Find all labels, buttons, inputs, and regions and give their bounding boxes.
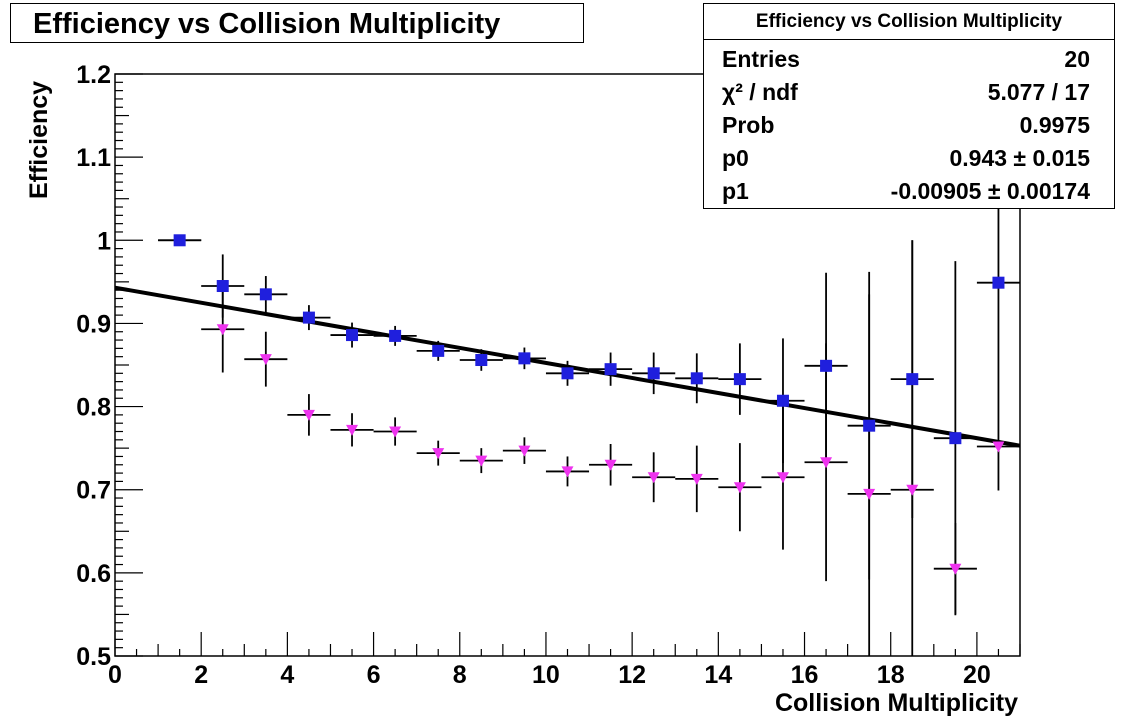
square-marker bbox=[346, 329, 359, 342]
y-axis-label: Efficiency bbox=[25, 81, 53, 199]
square-marker bbox=[992, 276, 1005, 289]
x-tick-label: 2 bbox=[194, 661, 208, 689]
triangle-marker bbox=[863, 488, 876, 500]
axes: 0 2 4 6 8 10 12 14 16 18 20 0.5 0.6 0.7 0.8 0.9 1 1.1 1.2 bbox=[76, 61, 1021, 689]
triangle-marker bbox=[389, 426, 402, 438]
triangle-marker bbox=[949, 563, 962, 575]
y-tick-label: 1.2 bbox=[76, 61, 111, 89]
triangle-marker bbox=[647, 472, 660, 484]
stats-value: 20 bbox=[1064, 46, 1090, 72]
triangle-marker bbox=[820, 457, 833, 469]
triangle-marker bbox=[259, 354, 272, 366]
square-marker bbox=[216, 280, 229, 293]
square-marker bbox=[259, 288, 272, 301]
fit-line bbox=[114, 285, 1021, 448]
x-tick-label: 14 bbox=[704, 661, 732, 689]
stats-label: χ² / ndf bbox=[722, 79, 798, 105]
triangle-marker bbox=[475, 455, 488, 467]
stats-label: p1 bbox=[722, 178, 749, 204]
square-marker bbox=[776, 394, 789, 407]
stats-label: Entries bbox=[722, 46, 800, 72]
chart-title: Efficiency vs Collision Multiplicity bbox=[10, 3, 584, 43]
stats-row-entries: Entries 20 bbox=[704, 40, 1114, 73]
square-marker bbox=[389, 329, 402, 342]
y-tick-label: 1.1 bbox=[76, 144, 111, 172]
triangle-marker bbox=[776, 472, 789, 484]
triangle-marker bbox=[216, 324, 229, 336]
stats-value: 0.9975 bbox=[1019, 112, 1090, 138]
x-axis-label: Collision Multiplicity bbox=[775, 689, 1018, 717]
x-tick-label: 8 bbox=[453, 661, 467, 689]
square-marker bbox=[906, 373, 919, 386]
square-marker bbox=[302, 311, 315, 324]
stats-row-prob: Prob 0.9975 bbox=[704, 106, 1114, 139]
triangle-marker bbox=[346, 424, 359, 436]
triangle-marker bbox=[604, 459, 617, 471]
data-markers bbox=[173, 234, 1005, 575]
y-tick-label: 0.9 bbox=[76, 310, 111, 338]
x-tick-label: 18 bbox=[877, 661, 905, 689]
triangle-marker bbox=[518, 445, 531, 457]
stats-row-p1: p1 -0.00905 ± 0.00174 bbox=[704, 172, 1114, 205]
y-tick-label: 0.8 bbox=[76, 394, 111, 422]
stats-title: Efficiency vs Collision Multiplicity bbox=[704, 4, 1114, 40]
x-tick-label: 12 bbox=[618, 661, 646, 689]
y-tick-label: 0.6 bbox=[76, 560, 111, 588]
x-tick-label: 6 bbox=[367, 661, 381, 689]
x-tick-label: 20 bbox=[963, 661, 991, 689]
stats-value: -0.00905 ± 0.00174 bbox=[890, 178, 1090, 204]
square-marker bbox=[604, 363, 617, 376]
stats-label: Prob bbox=[722, 112, 775, 138]
square-marker bbox=[647, 367, 660, 380]
triangle-marker bbox=[992, 441, 1005, 453]
y-tick-label: 0.5 bbox=[76, 643, 111, 671]
square-marker bbox=[690, 372, 703, 385]
square-marker bbox=[475, 354, 488, 367]
y-tick-label: 1 bbox=[97, 227, 111, 255]
square-marker bbox=[863, 419, 876, 432]
x-tick-label: 10 bbox=[532, 661, 560, 689]
square-marker bbox=[733, 373, 746, 386]
square-marker bbox=[949, 432, 962, 445]
square-marker bbox=[518, 352, 531, 365]
stats-value: 5.077 / 17 bbox=[987, 79, 1090, 105]
triangle-marker bbox=[906, 484, 919, 496]
triangle-marker bbox=[733, 482, 746, 494]
triangle-marker bbox=[432, 448, 445, 460]
triangle-marker bbox=[561, 466, 574, 478]
square-marker bbox=[561, 367, 574, 380]
y-tick-label: 0.7 bbox=[76, 477, 111, 505]
triangle-marker bbox=[302, 409, 315, 421]
square-marker bbox=[432, 344, 445, 357]
stats-value: 0.943 ± 0.015 bbox=[949, 145, 1090, 171]
stats-row-p0: p0 0.943 ± 0.015 bbox=[704, 139, 1114, 172]
stats-box: Efficiency vs Collision Multiplicity Ent… bbox=[703, 3, 1115, 209]
x-tick-label: 0 bbox=[108, 661, 122, 689]
x-tick-label: 4 bbox=[280, 661, 294, 689]
triangle-marker bbox=[690, 473, 703, 485]
stats-label: p0 bbox=[722, 145, 749, 171]
square-marker bbox=[820, 359, 833, 372]
square-marker bbox=[173, 234, 186, 247]
x-tick-label: 16 bbox=[791, 661, 819, 689]
stats-row-chi2: χ² / ndf 5.077 / 17 bbox=[704, 73, 1114, 106]
